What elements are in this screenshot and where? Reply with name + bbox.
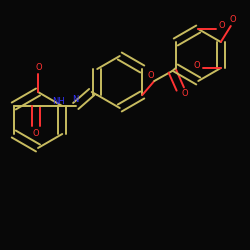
- Text: O: O: [148, 70, 154, 80]
- Text: O: O: [36, 62, 42, 72]
- Text: NH: NH: [52, 96, 65, 106]
- Text: O: O: [32, 130, 39, 138]
- Text: O: O: [194, 60, 200, 70]
- Text: O: O: [182, 90, 188, 98]
- Text: O: O: [230, 16, 236, 24]
- Text: O: O: [219, 22, 226, 30]
- Text: N: N: [72, 96, 79, 104]
